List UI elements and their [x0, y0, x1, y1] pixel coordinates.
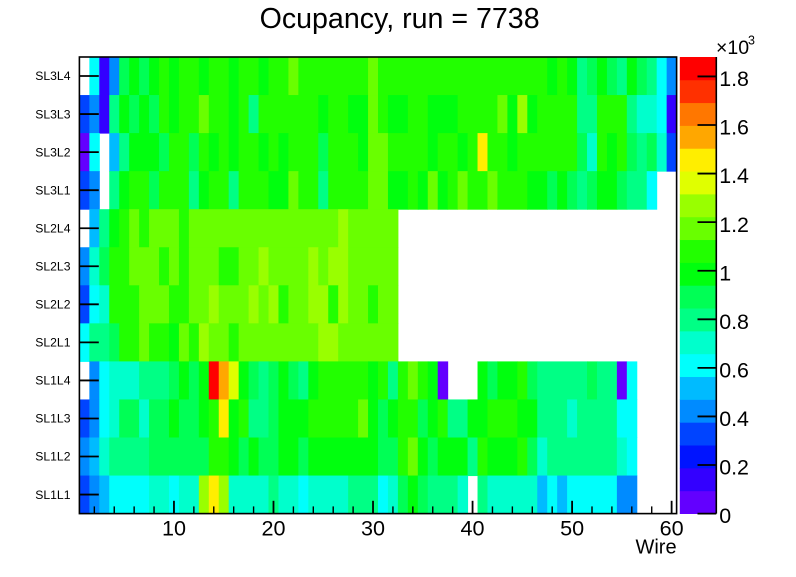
- svg-text:30: 30: [361, 516, 385, 541]
- svg-text:1.8: 1.8: [719, 67, 749, 91]
- svg-text:0: 0: [719, 504, 731, 528]
- svg-text:0.8: 0.8: [719, 310, 749, 334]
- svg-text:SL1L3: SL1L3: [35, 412, 70, 426]
- svg-text:0.4: 0.4: [719, 407, 749, 431]
- svg-text:10: 10: [162, 516, 186, 541]
- svg-text:SL2L4: SL2L4: [35, 221, 70, 235]
- svg-text:1.6: 1.6: [719, 116, 749, 140]
- svg-text:SL1L4: SL1L4: [35, 374, 70, 388]
- svg-text:SL2L2: SL2L2: [35, 298, 70, 312]
- svg-text:SL2L1: SL2L1: [35, 336, 70, 350]
- svg-text:Ocupancy, run = 7738: Ocupancy, run = 7738: [260, 3, 540, 35]
- svg-text:3: 3: [748, 34, 755, 48]
- svg-text:0.6: 0.6: [719, 358, 749, 382]
- svg-text:SL2L3: SL2L3: [35, 259, 70, 273]
- svg-text:1.4: 1.4: [719, 164, 749, 188]
- svg-text:Wire: Wire: [635, 537, 676, 559]
- svg-text:1: 1: [719, 261, 731, 285]
- svg-text:SL3L4: SL3L4: [35, 69, 70, 83]
- svg-text:SL1L1: SL1L1: [35, 488, 70, 502]
- svg-text:20: 20: [261, 516, 285, 541]
- svg-text:×10: ×10: [716, 37, 749, 59]
- svg-text:SL3L2: SL3L2: [35, 145, 70, 159]
- svg-text:60: 60: [660, 516, 684, 541]
- svg-text:SL3L1: SL3L1: [35, 183, 70, 197]
- svg-text:0.2: 0.2: [719, 456, 749, 480]
- svg-text:1.2: 1.2: [719, 213, 749, 237]
- svg-text:SL3L3: SL3L3: [35, 107, 70, 121]
- svg-text:40: 40: [461, 516, 485, 541]
- svg-text:50: 50: [560, 516, 584, 541]
- svg-text:SL1L2: SL1L2: [35, 450, 70, 464]
